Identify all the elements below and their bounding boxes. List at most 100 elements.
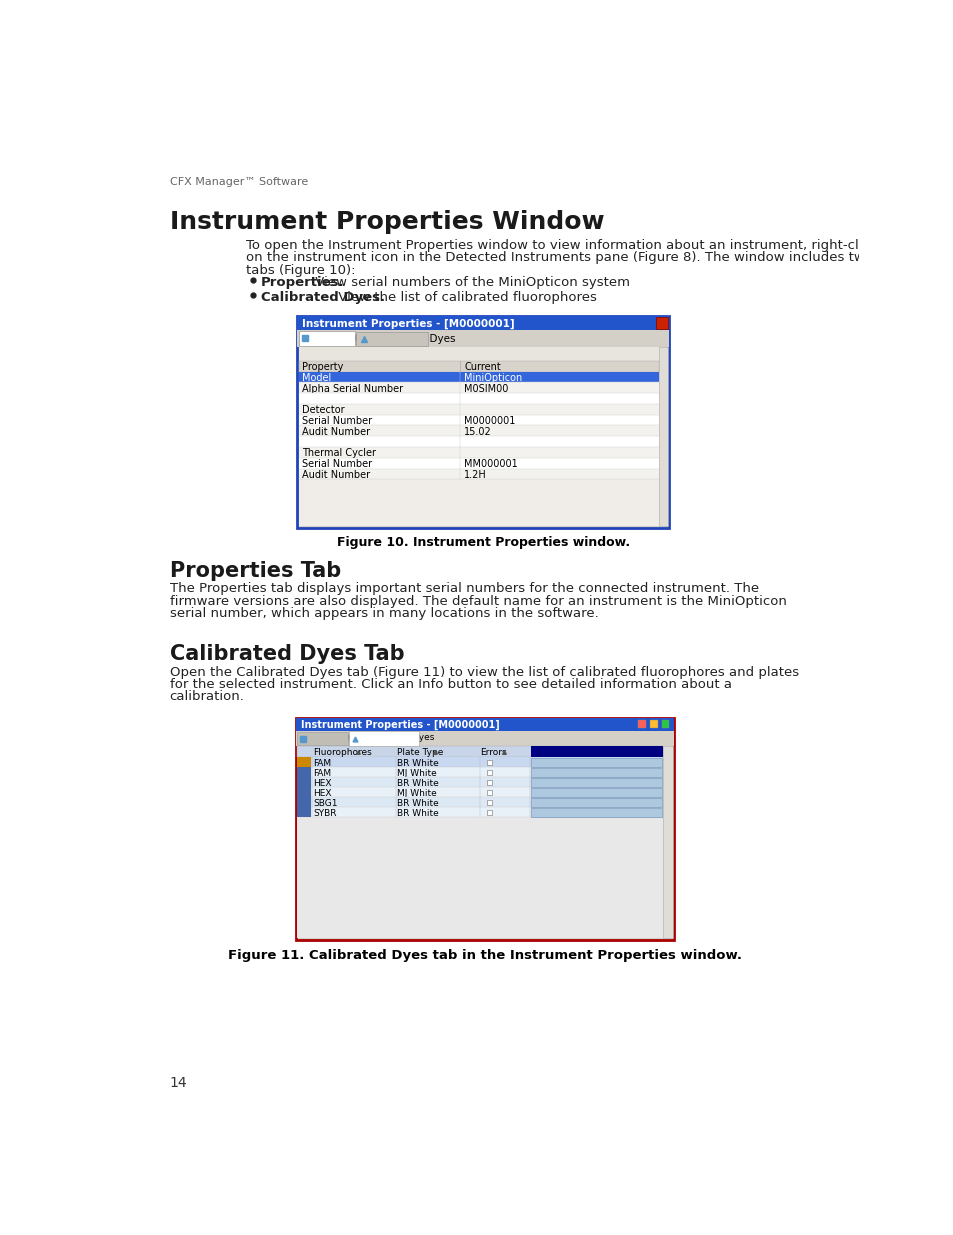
Bar — [298, 331, 355, 346]
Bar — [298, 347, 667, 361]
Text: BR White: BR White — [396, 758, 438, 768]
Text: BR White: BR White — [396, 809, 438, 818]
Bar — [298, 347, 667, 526]
Text: MM000001: MM000001 — [464, 459, 517, 469]
Text: Calibrated Dyes: Calibrated Dyes — [372, 333, 455, 343]
Text: Open the Calibrated Dyes tab (Figure 11) to view the list of calibrated fluoroph: Open the Calibrated Dyes tab (Figure 11)… — [170, 666, 798, 679]
Bar — [356, 332, 427, 346]
Text: View serial numbers of the MiniOpticon system: View serial numbers of the MiniOpticon s… — [311, 275, 630, 289]
Bar — [298, 372, 658, 383]
Text: X: X — [659, 319, 666, 329]
Text: To open the Instrument Properties window to view information about an instrument: To open the Instrument Properties window… — [245, 240, 876, 252]
Text: Properties.: Properties. — [261, 275, 344, 289]
Bar — [662, 746, 672, 939]
Text: 5: 5 — [299, 799, 305, 808]
Text: CFX Manager™ Software: CFX Manager™ Software — [170, 178, 308, 188]
Bar — [486, 779, 492, 785]
Text: tabs (Figure 10):: tabs (Figure 10): — [245, 264, 355, 277]
Text: Info: Info — [542, 779, 559, 788]
Text: Info: Info — [542, 758, 559, 768]
Bar — [298, 383, 658, 393]
Bar — [486, 760, 492, 764]
Text: Figure 10. Instrument Properties window.: Figure 10. Instrument Properties window. — [336, 536, 629, 548]
Text: Property: Property — [302, 362, 343, 372]
Text: 1: 1 — [299, 758, 305, 768]
Text: 6: 6 — [299, 809, 305, 818]
Text: BR White: BR White — [396, 779, 438, 788]
Bar — [297, 808, 311, 818]
Bar — [295, 718, 674, 731]
Text: 4: 4 — [299, 789, 305, 798]
Bar — [638, 720, 645, 727]
Bar — [649, 720, 658, 727]
Text: SYBR: SYBR — [313, 809, 336, 818]
Bar — [298, 468, 658, 479]
Text: Serial Number: Serial Number — [302, 416, 372, 426]
Text: Calibrated Dyes.: Calibrated Dyes. — [261, 291, 385, 304]
Bar — [530, 788, 661, 797]
Text: Calibrated Dyes Tab: Calibrated Dyes Tab — [170, 645, 404, 664]
Text: Properties: Properties — [309, 734, 355, 742]
Text: calibration.: calibration. — [170, 690, 244, 703]
Text: SBG1: SBG1 — [313, 799, 337, 808]
Text: The Properties tab displays important serial numbers for the connected instrumen: The Properties tab displays important se… — [170, 583, 758, 595]
Text: View the list of calibrated fluorophores: View the list of calibrated fluorophores — [334, 291, 597, 304]
Text: Instrument Properties - [M0000001]: Instrument Properties - [M0000001] — [300, 720, 498, 730]
Bar — [298, 361, 658, 372]
Text: HEX: HEX — [313, 779, 331, 788]
Bar — [297, 757, 662, 767]
Text: MJ White: MJ White — [396, 769, 436, 778]
Bar — [661, 720, 669, 727]
Text: 3: 3 — [299, 779, 305, 788]
Text: Alpha Serial Number: Alpha Serial Number — [302, 384, 403, 394]
Text: Info: Info — [542, 789, 559, 798]
Bar — [297, 330, 669, 347]
Bar — [295, 718, 674, 940]
Text: FAM: FAM — [313, 758, 331, 768]
Bar — [297, 767, 311, 777]
Bar — [298, 404, 658, 415]
Bar — [298, 425, 658, 436]
Text: Calibrated Dyes: Calibrated Dyes — [361, 734, 434, 742]
Bar — [297, 316, 669, 527]
Text: Info: Info — [542, 799, 559, 808]
Text: Detail: Detail — [537, 748, 564, 757]
Text: 1.2H: 1.2H — [464, 471, 486, 480]
Bar — [530, 746, 662, 757]
Text: →: → — [659, 519, 666, 527]
Bar — [530, 758, 661, 767]
Text: Detector: Detector — [302, 405, 344, 415]
Bar — [297, 777, 662, 787]
Text: Model: Model — [302, 373, 331, 383]
Text: Serial Number: Serial Number — [302, 459, 372, 469]
Text: Thermal Cycler: Thermal Cycler — [302, 448, 375, 458]
Text: Plate Type: Plate Type — [396, 748, 442, 757]
Bar — [297, 767, 662, 777]
Text: MJ White: MJ White — [396, 789, 436, 798]
Text: Info: Info — [542, 769, 559, 778]
Bar — [297, 808, 662, 818]
Bar — [297, 732, 348, 745]
Text: Fluorophores: Fluorophores — [313, 748, 372, 757]
Bar — [295, 731, 674, 746]
Text: Properties Tab: Properties Tab — [170, 561, 340, 580]
Bar — [297, 777, 311, 787]
Bar — [298, 393, 658, 404]
Text: MiniOpticon: MiniOpticon — [464, 373, 522, 383]
Bar — [298, 447, 658, 458]
Bar — [298, 415, 658, 425]
Bar — [486, 789, 492, 795]
Bar — [658, 347, 667, 526]
Bar — [297, 757, 311, 767]
Text: 15.02: 15.02 — [464, 427, 492, 437]
Text: 14: 14 — [170, 1076, 187, 1091]
Text: Properties: Properties — [313, 333, 366, 343]
Bar — [349, 731, 418, 746]
Text: Audit Number: Audit Number — [302, 427, 370, 437]
Bar — [297, 798, 662, 808]
Bar — [486, 799, 492, 805]
Bar — [655, 317, 667, 330]
Bar — [530, 798, 661, 806]
Text: Figure 11. Calibrated Dyes tab in the Instrument Properties window.: Figure 11. Calibrated Dyes tab in the In… — [228, 948, 741, 962]
Bar — [298, 458, 658, 468]
